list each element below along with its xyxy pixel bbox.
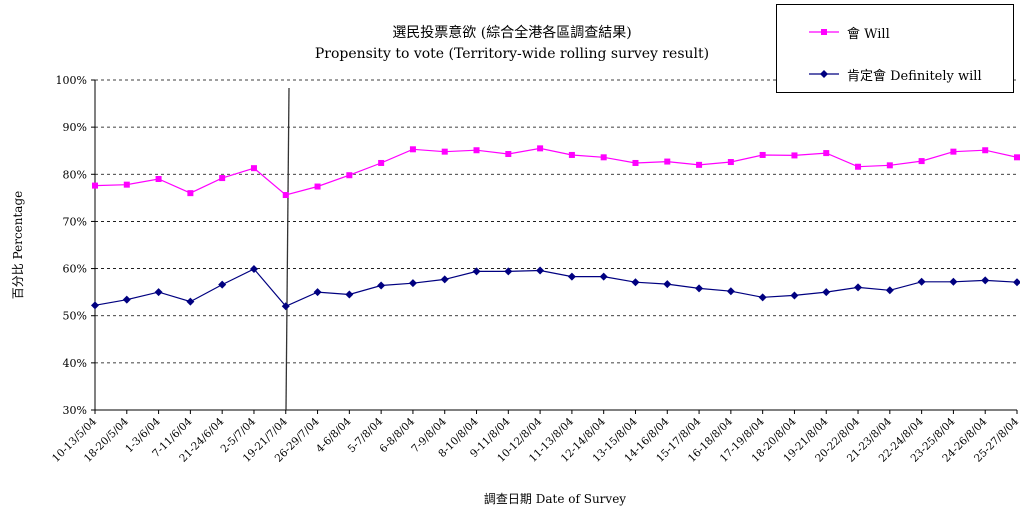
data-point: [408, 279, 417, 288]
data-point: [505, 151, 512, 158]
data-point: [599, 272, 608, 281]
y-tick-label: 30%: [63, 404, 87, 417]
data-point: [473, 147, 480, 154]
gridlines: [95, 79, 1017, 364]
data-point: [249, 265, 258, 274]
y-tick-label: 90%: [63, 121, 87, 134]
data-point: [441, 148, 448, 155]
data-point: [663, 280, 672, 289]
data-point: [219, 175, 226, 182]
data-point: [155, 176, 162, 182]
data-point: [1013, 278, 1020, 287]
data-point: [122, 295, 131, 304]
data-point: [727, 159, 734, 166]
data-point: [918, 158, 925, 165]
y-tick-label: 50%: [63, 310, 87, 323]
data-point: [758, 293, 767, 302]
series-group: [91, 145, 1020, 311]
legend-label-definitely-will: 肯定會 Definitely will: [847, 68, 982, 84]
chart-title: 選民投票意欲 (綜合全港各區調查結果): [392, 24, 631, 41]
y-axis-title: 百分比 Percentage: [11, 191, 25, 300]
data-point: [1014, 154, 1020, 161]
data-point: [187, 190, 194, 197]
data-point: [855, 163, 862, 170]
data-point: [537, 145, 544, 152]
data-point: [568, 151, 575, 158]
data-point: [664, 158, 671, 165]
data-point: [92, 182, 98, 189]
data-point: [949, 277, 958, 286]
series-0: [92, 145, 1020, 199]
data-point: [250, 165, 257, 172]
data-point: [885, 286, 894, 295]
data-point: [281, 302, 290, 311]
data-point: [346, 172, 353, 179]
y-tick-label: 60%: [63, 263, 87, 276]
data-point: [377, 281, 386, 290]
data-point: [472, 267, 481, 276]
data-point: [790, 291, 799, 300]
data-point: [313, 288, 322, 297]
data-point: [981, 276, 990, 285]
legend-label-will: 會 Will: [847, 26, 890, 42]
data-point: [696, 161, 703, 168]
x-axis-title: 調查日期 Date of Survey: [484, 492, 626, 506]
data-point: [950, 148, 957, 155]
data-point: [440, 275, 449, 284]
data-point: [886, 162, 893, 169]
data-point: [91, 301, 99, 310]
data-point: [854, 283, 863, 292]
data-point: [282, 192, 289, 199]
data-point: [123, 181, 130, 188]
legend-swatch-definitely-will: [809, 70, 839, 78]
data-point: [695, 284, 704, 293]
data-point: [567, 272, 576, 281]
data-point: [822, 288, 831, 297]
series-1: [91, 265, 1020, 311]
data-point: [631, 278, 640, 287]
data-point: [982, 147, 989, 154]
data-point: [759, 151, 766, 158]
x-tick-labels: 10-13/5/0418-20/5/041-3/6/047-11/6/0421-…: [50, 410, 1020, 465]
data-point: [600, 154, 607, 161]
data-point: [791, 152, 798, 159]
data-point: [186, 297, 195, 306]
legend-item-will: 會 Will: [777, 22, 1013, 42]
data-point: [345, 290, 354, 299]
chart-subtitle: Propensity to vote (Territory-wide rolli…: [315, 46, 709, 62]
data-point: [154, 288, 163, 297]
y-tick-label: 100%: [56, 74, 87, 87]
y-tick-label: 80%: [63, 168, 87, 181]
data-point: [917, 277, 926, 286]
annotation-vertical-line: [285, 87, 290, 411]
series-line-1: [94, 268, 1018, 308]
data-point: [726, 287, 735, 296]
data-point: [409, 146, 416, 153]
legend: 會 Will 肯定會 Definitely will: [776, 4, 1014, 93]
data-point: [218, 280, 227, 289]
series-line-0: [94, 147, 1018, 196]
legend-swatch-will: [809, 29, 839, 35]
y-tick-label: 70%: [63, 215, 87, 228]
data-point: [314, 183, 321, 190]
data-point: [504, 267, 513, 276]
legend-item-definitely-will: 肯定會 Definitely will: [777, 64, 1013, 84]
data-point: [378, 159, 385, 166]
y-tick-label: 40%: [63, 357, 87, 370]
y-tick-labels: 30% 40% 50% 60% 70% 80% 90% 100%: [56, 74, 95, 417]
data-point: [536, 266, 545, 275]
data-point: [632, 159, 639, 166]
data-point: [823, 150, 830, 157]
